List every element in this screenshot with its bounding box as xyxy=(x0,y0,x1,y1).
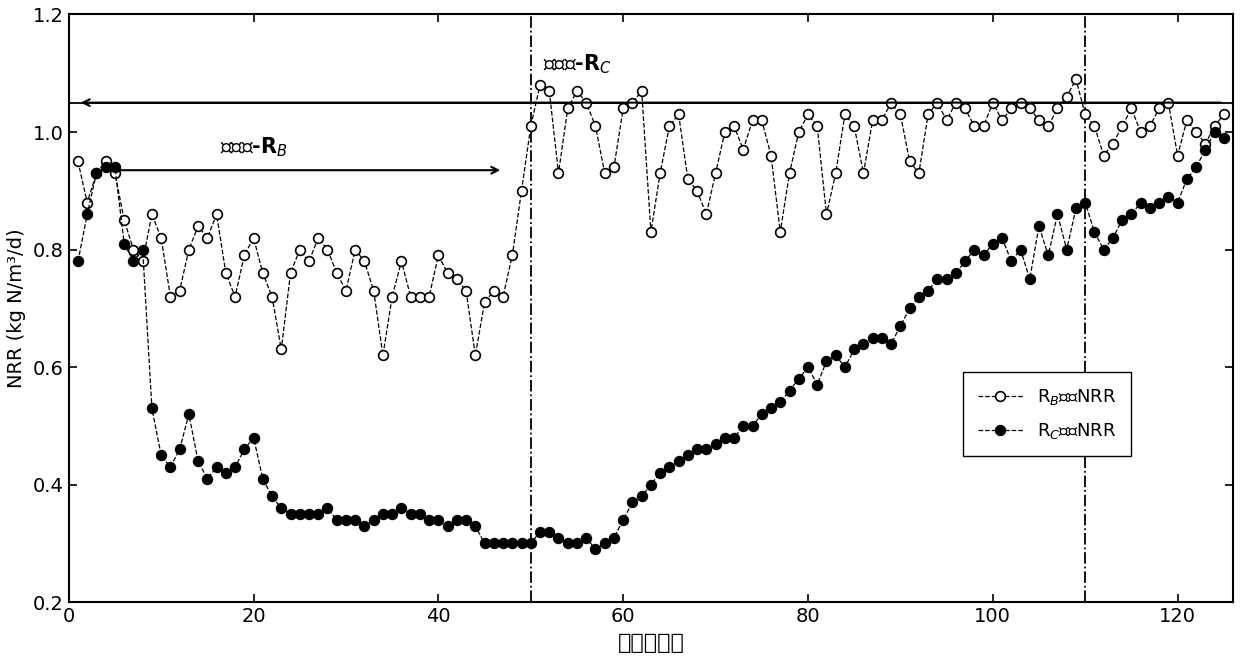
Text: 恢复期-R$_B$: 恢复期-R$_B$ xyxy=(219,135,288,158)
X-axis label: 时间（天）: 时间（天） xyxy=(618,633,684,653)
Legend: R$_B$中的NRR, R$_C$中的NRR: R$_B$中的NRR, R$_C$中的NRR xyxy=(963,372,1131,456)
Text: 恢复期-R$_C$: 恢复期-R$_C$ xyxy=(543,53,611,76)
Y-axis label: NRR (kg N/m³/d): NRR (kg N/m³/d) xyxy=(7,228,26,388)
